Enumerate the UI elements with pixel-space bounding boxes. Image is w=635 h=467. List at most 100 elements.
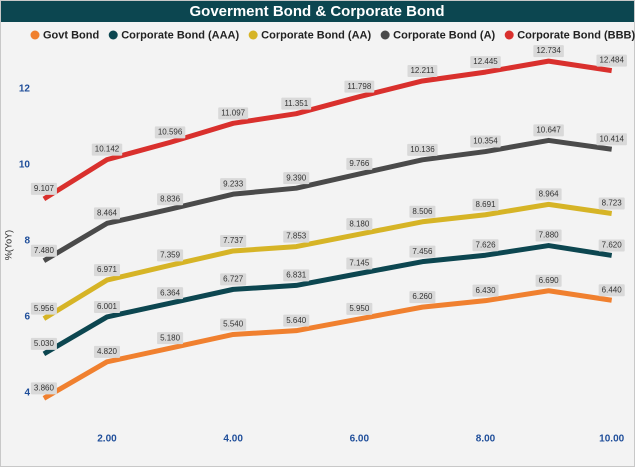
value-label-bg — [346, 257, 373, 270]
series-line — [42, 137, 613, 263]
legend-label: Corporate Bond (AA) — [261, 29, 371, 41]
value-label-bg — [220, 273, 247, 286]
x-tick-label: 6.00 — [350, 434, 370, 445]
value-label-bg — [30, 382, 57, 395]
value-label-bg — [535, 274, 562, 287]
value-label-bg — [93, 300, 121, 313]
value-label: 9.390 — [286, 173, 307, 182]
value-label: 7.626 — [476, 240, 497, 249]
value-label-bg — [93, 264, 121, 277]
value-label-bg — [346, 157, 373, 170]
value-label-bg — [283, 230, 310, 243]
value-label-bg — [409, 291, 436, 304]
legend-marker — [108, 30, 118, 40]
legend-marker — [504, 30, 514, 40]
value-label: 10.354 — [473, 137, 498, 146]
series-line — [42, 288, 613, 401]
value-label: 7.145 — [349, 259, 370, 268]
value-label: 3.860 — [34, 383, 55, 392]
series-line — [42, 58, 613, 202]
value-label-bg — [596, 133, 627, 146]
value-label-bg — [598, 284, 625, 297]
value-label-bg — [535, 229, 562, 242]
value-label: 7.880 — [539, 231, 560, 240]
value-label-bg — [220, 178, 247, 191]
y-tick-label: 12 — [19, 84, 31, 95]
series-line — [42, 243, 613, 357]
value-label-bg — [218, 107, 249, 120]
value-label: 5.540 — [223, 320, 244, 329]
value-label: 7.853 — [286, 232, 307, 241]
value-label: 5.180 — [160, 333, 181, 342]
value-label: 8.464 — [97, 208, 118, 217]
value-label: 6.001 — [97, 302, 118, 311]
value-label-bg — [409, 205, 436, 218]
value-label: 8.506 — [412, 207, 433, 216]
value-label-bg — [598, 239, 625, 252]
legend-label: Corporate Bond (BBB) — [517, 29, 635, 41]
value-label: 6.430 — [476, 286, 497, 295]
legend-label: Corporate Bond (AAA) — [121, 29, 239, 41]
legend-marker — [380, 30, 390, 40]
value-label: 10.647 — [536, 126, 561, 135]
value-label: 5.956 — [34, 304, 55, 313]
value-label: 5.640 — [286, 316, 307, 325]
value-label-bg — [407, 64, 438, 77]
value-label-bg — [30, 244, 57, 257]
value-label-bg — [344, 80, 375, 93]
value-label: 7.456 — [412, 247, 433, 256]
value-label-bg — [533, 45, 564, 58]
value-label-bg — [93, 207, 121, 220]
value-label-bg — [157, 332, 184, 345]
value-label: 10.596 — [158, 127, 183, 136]
value-label: 11.351 — [284, 99, 308, 108]
value-label-bg — [30, 302, 57, 315]
value-label: 6.440 — [602, 285, 623, 294]
value-label: 8.723 — [602, 199, 623, 208]
y-tick-label: 6 — [24, 312, 30, 323]
value-label: 12.734 — [536, 46, 561, 55]
x-tick-label: 8.00 — [476, 434, 496, 445]
value-label: 6.690 — [539, 276, 560, 285]
value-label: 4.820 — [97, 347, 118, 356]
value-label: 6.727 — [223, 274, 244, 283]
value-label: 9.766 — [349, 159, 370, 168]
value-label: 12.211 — [410, 66, 434, 75]
value-label: 7.359 — [160, 250, 181, 259]
value-label-bg — [157, 249, 184, 262]
x-tick-label: 4.00 — [223, 434, 243, 445]
value-label-bg — [346, 218, 373, 231]
value-label-bg — [30, 182, 57, 195]
value-label: 8.180 — [349, 219, 370, 228]
value-label: 7.620 — [602, 241, 623, 250]
x-tick-label: 10.00 — [599, 434, 624, 445]
value-label: 9.233 — [223, 179, 244, 188]
value-label-bg — [596, 54, 627, 67]
value-label-bg — [346, 302, 373, 315]
value-label-bg — [154, 126, 186, 139]
value-label: 8.836 — [160, 194, 181, 203]
y-tick-label: 4 — [24, 388, 30, 399]
value-label: 10.136 — [410, 145, 435, 154]
chart-title: Goverment Bond & Corporate Bond — [189, 3, 444, 20]
title-bar — [1, 1, 634, 22]
value-label: 5.030 — [34, 339, 55, 348]
value-label-bg — [283, 314, 310, 327]
value-label: 8.691 — [476, 200, 497, 209]
value-label-bg — [472, 284, 499, 297]
value-label: 6.831 — [286, 271, 307, 280]
value-label-bg — [220, 234, 247, 247]
value-label-bg — [535, 188, 562, 201]
series-line — [42, 201, 613, 321]
value-label-bg — [407, 143, 438, 156]
value-label-bg — [409, 245, 436, 258]
value-label-bg — [220, 318, 247, 331]
value-label: 10.142 — [95, 145, 120, 154]
value-label: 6.364 — [160, 288, 181, 297]
legend-marker — [30, 30, 40, 40]
value-label-bg — [157, 287, 184, 300]
value-label: 7.480 — [34, 246, 55, 255]
value-label-bg — [470, 56, 501, 69]
